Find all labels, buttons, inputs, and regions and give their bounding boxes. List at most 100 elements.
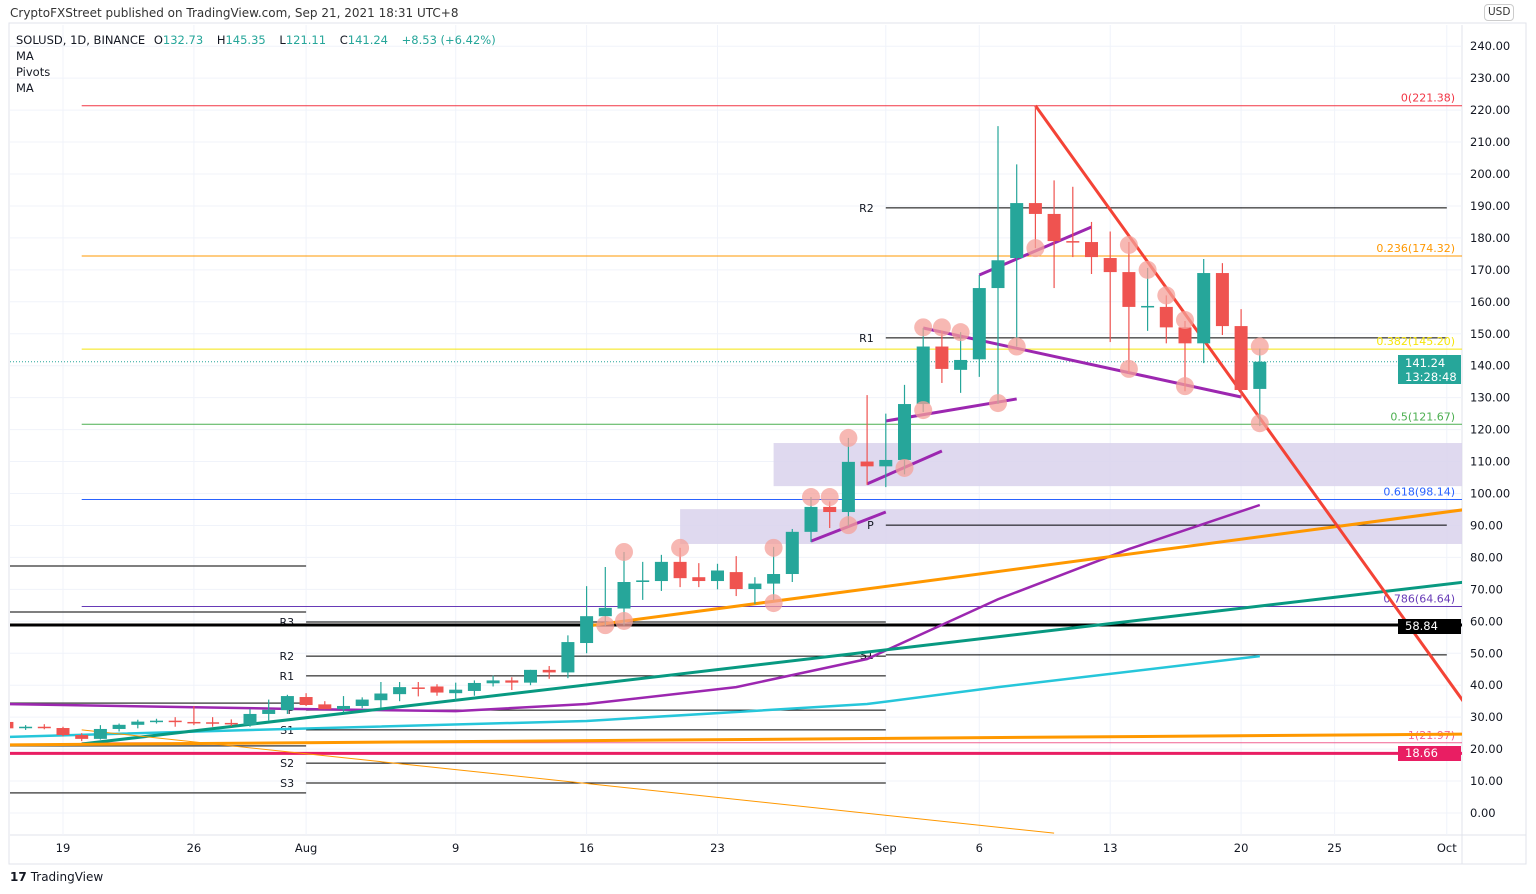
high-group: H145.35 xyxy=(217,33,271,47)
logo-mark: 17 xyxy=(10,870,27,884)
touch-marker xyxy=(615,542,633,561)
candle-body xyxy=(1122,272,1136,307)
candle-body xyxy=(93,728,107,739)
candle-body xyxy=(785,531,799,575)
candle-body xyxy=(1253,361,1267,389)
moving-average-line xyxy=(10,654,1260,739)
close-group: C141.24 xyxy=(340,33,393,47)
candle-body xyxy=(37,726,51,729)
x-tick-label: 9 xyxy=(452,841,459,855)
y-tick-label: 50.00 xyxy=(1470,646,1503,660)
pivot-label-s1: S1 xyxy=(280,724,294,737)
x-tick-label: 26 xyxy=(187,841,202,855)
touch-marker xyxy=(1119,359,1138,378)
close-value: 141.24 xyxy=(347,33,388,47)
candle-body xyxy=(56,728,70,736)
y-tick-label: 160.00 xyxy=(1470,295,1510,309)
x-tick-label: Aug xyxy=(295,841,317,855)
trendline xyxy=(81,729,1055,834)
touch-marker xyxy=(1176,311,1194,330)
candle-body xyxy=(1010,203,1024,259)
candle-body xyxy=(393,687,407,695)
candle-body xyxy=(449,689,463,694)
pivot-label-r1: R1 xyxy=(279,670,294,683)
candle-body xyxy=(411,687,425,689)
candle-body xyxy=(636,580,650,583)
last-price-tag: 141.24 13:28:48 xyxy=(1398,355,1461,384)
candle-body xyxy=(1047,213,1061,242)
fib-level-label: 0.618(98.14) xyxy=(1383,485,1455,498)
touch-marker xyxy=(615,611,633,630)
y-tick-label: 20.00 xyxy=(1470,742,1503,756)
candle-body xyxy=(972,288,986,360)
trendline xyxy=(586,508,1462,628)
logo-text: TradingView xyxy=(30,870,104,884)
y-tick-label: 140.00 xyxy=(1470,359,1510,373)
published-caption: CryptoFXStreet published on TradingView.… xyxy=(10,6,459,20)
candle-body xyxy=(916,346,930,405)
candle-body xyxy=(1159,306,1173,328)
y-tick-label: 10.00 xyxy=(1470,774,1503,788)
touch-marker xyxy=(951,323,970,342)
candle-body xyxy=(262,709,276,714)
candle-body xyxy=(823,506,837,513)
tradingview-logo[interactable]: 17 TradingView xyxy=(10,870,103,884)
candle-body xyxy=(654,561,668,582)
candle-body xyxy=(1234,326,1248,390)
touch-marker xyxy=(1176,377,1194,396)
y-tick-label: 230.00 xyxy=(1470,71,1510,85)
fib-level-label: 0(221.38) xyxy=(1401,92,1455,105)
last-price: 141.24 xyxy=(1405,356,1446,370)
pivot-label-r3: R3 xyxy=(279,616,294,629)
touch-marker xyxy=(932,318,951,337)
candle-body xyxy=(19,726,33,729)
y-tick-label: 190.00 xyxy=(1470,199,1510,213)
x-tick-label: 13 xyxy=(1103,841,1118,855)
touch-marker xyxy=(839,428,858,447)
touch-marker xyxy=(671,538,690,557)
candle-body xyxy=(1197,273,1211,344)
high-label: H xyxy=(216,33,226,47)
indicator-ma-2[interactable]: MA xyxy=(16,81,34,95)
candle-body xyxy=(598,607,612,617)
x-tick-label: Oct xyxy=(1437,841,1457,855)
touch-marker xyxy=(914,401,933,420)
candle-body xyxy=(841,461,855,513)
y-tick-label: 40.00 xyxy=(1470,678,1503,692)
candle-body xyxy=(318,704,332,710)
candle-body xyxy=(505,680,519,683)
candle-body xyxy=(168,720,182,723)
y-tick-label: 70.00 xyxy=(1470,582,1503,596)
fib-level-label: 0.786(64.64) xyxy=(1383,592,1455,605)
candle-body xyxy=(1028,203,1042,214)
y-tick-label: 110.00 xyxy=(1470,455,1510,469)
trendline xyxy=(10,732,1462,747)
touch-marker xyxy=(989,394,1007,413)
candle-body xyxy=(299,697,313,706)
candle-body xyxy=(991,260,1005,289)
open-label: O xyxy=(153,33,163,47)
y-tick-label: 170.00 xyxy=(1470,263,1510,277)
touch-marker xyxy=(596,616,615,635)
candle-body xyxy=(1085,242,1098,258)
candle-body xyxy=(1141,305,1155,308)
x-tick-label: 23 xyxy=(710,841,725,855)
touch-marker xyxy=(764,594,783,613)
candle-body xyxy=(524,669,537,683)
touch-marker xyxy=(839,516,858,535)
y-tick-label: 200.00 xyxy=(1470,167,1510,181)
candle-body xyxy=(131,721,145,725)
candle-body xyxy=(729,572,743,590)
indicator-ma-1[interactable]: MA xyxy=(16,49,34,63)
indicator-pivots[interactable]: Pivots xyxy=(16,65,51,79)
y-tick-label: 0.00 xyxy=(1470,806,1496,820)
y-tick-label: 240.00 xyxy=(1470,39,1510,53)
low-group: L121.11 xyxy=(279,33,331,47)
symbol-label[interactable]: SOLUSD, 1D, BINANCE xyxy=(16,33,146,47)
currency-button[interactable]: USD xyxy=(1484,4,1515,21)
candle-body xyxy=(935,346,949,369)
low-value: 121.11 xyxy=(285,33,327,47)
y-tick-label: 150.00 xyxy=(1470,327,1510,341)
pivot-label-r2: R2 xyxy=(859,202,874,215)
